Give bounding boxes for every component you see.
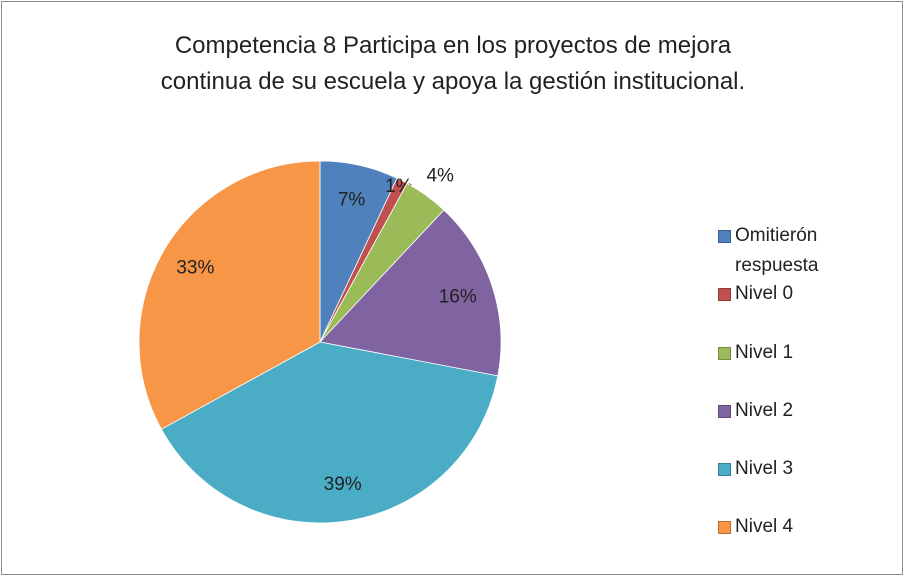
pie-slice: [138, 160, 321, 430]
data-label: 33%: [176, 257, 214, 278]
legend-swatch: [718, 463, 731, 476]
legend-swatch: [718, 521, 731, 534]
data-label: 7%: [338, 190, 366, 211]
data-label: 4%: [426, 166, 454, 187]
legend-label: Nivel 3: [735, 458, 794, 479]
legend-label: Nivel 1: [735, 342, 794, 363]
legend-label: Omitierón respuesta: [735, 225, 819, 276]
data-label: 39%: [324, 474, 362, 495]
legend-label: Nivel 4: [735, 516, 794, 537]
legend-swatch: [718, 230, 731, 243]
pie-slice: [319, 209, 502, 377]
chart-title: Competencia 8 Participa en los proyectos…: [160, 32, 746, 95]
legend-label: Nivel 0: [735, 283, 794, 304]
legend-label: Nivel 2: [735, 400, 794, 421]
pie-slice: [160, 341, 499, 524]
legend-swatch: [718, 405, 731, 418]
legend-swatch: [718, 288, 731, 301]
legend-swatch: [718, 347, 731, 360]
data-label: 16%: [439, 286, 477, 307]
